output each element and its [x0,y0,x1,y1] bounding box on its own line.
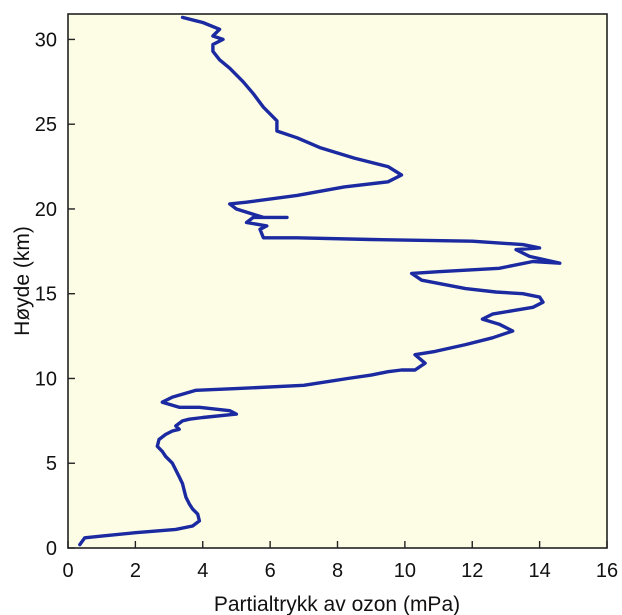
x-tick-label: 6 [265,560,276,582]
x-tick-label: 14 [529,560,551,582]
plot-frame [67,13,608,549]
x-tick-label: 8 [332,560,343,582]
x-tick-label: 12 [461,560,483,582]
y-axis-tick-labels: 0 5 10 15 20 25 30 [35,29,57,560]
x-tick-label: 0 [62,560,73,582]
y-tick-label: 5 [46,453,57,475]
x-tick-label: 10 [394,560,416,582]
y-tick-label: 25 [35,114,57,136]
x-tick-label: 2 [130,560,141,582]
axis-ticks [67,38,608,549]
x-tick-label: 16 [596,560,618,582]
x-axis-tick-labels: 0 2 4 6 8 10 12 14 16 [62,560,618,582]
y-tick-label: 20 [35,199,57,221]
x-axis-title: Partialtrykk av ozon (mPa) [214,593,460,615]
y-axis-title: Høyde (km) [11,226,34,336]
ozone-partial-pressure-line [78,15,562,547]
y-tick-label: 10 [35,368,57,390]
y-tick-label: 0 [46,538,57,560]
y-tick-label: 15 [35,284,57,306]
y-tick-label: 30 [35,29,57,51]
x-tick-label: 4 [197,560,208,582]
plot-background [68,14,607,548]
